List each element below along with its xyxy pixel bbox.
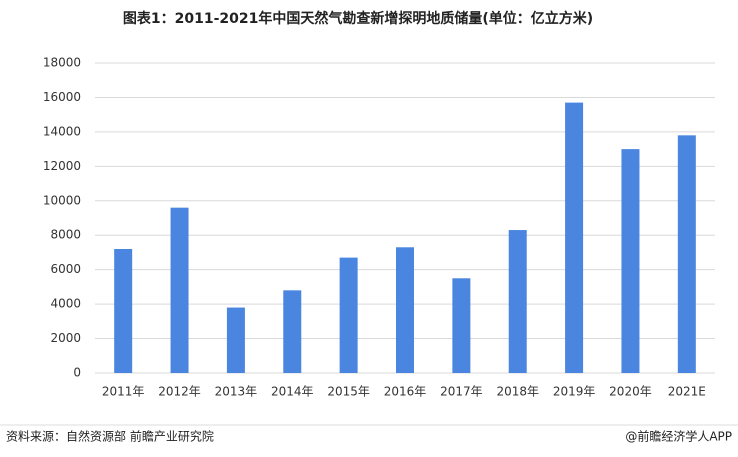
bar <box>621 149 640 373</box>
bar <box>452 278 471 373</box>
chart-title: 图表1：2011-2021年中国天然气勘查新增探明地质储量(单位：亿立方米) <box>123 10 593 27</box>
bar <box>283 290 302 373</box>
x-tick-label: 2015年 <box>327 385 370 399</box>
y-tick-label: 16000 <box>43 90 81 104</box>
y-tick-label: 0 <box>73 366 81 380</box>
x-tick-label: 2012年 <box>158 385 201 399</box>
x-tick-label: 2013年 <box>215 385 258 399</box>
y-tick-label: 18000 <box>43 56 81 70</box>
x-tick-label: 2016年 <box>384 385 427 399</box>
x-tick-label: 2020年 <box>609 385 652 399</box>
x-tick-label: 2011年 <box>102 385 145 399</box>
bar <box>565 102 584 373</box>
bar <box>339 257 358 373</box>
x-tick-label: 2019年 <box>553 385 596 399</box>
y-tick-label: 6000 <box>50 262 81 276</box>
bar <box>170 207 189 373</box>
x-tick-label: 2018年 <box>496 385 539 399</box>
source: 资料来源：自然资源部 前瞻产业研究院 <box>6 429 214 444</box>
y-tick-label: 14000 <box>43 124 81 138</box>
x-tick-label: 2014年 <box>271 385 314 399</box>
y-tick-label: 12000 <box>43 159 81 173</box>
bar <box>114 249 133 373</box>
x-tick-label: 2017年 <box>440 385 483 399</box>
bar <box>226 307 245 373</box>
credit: @前瞻经济学人APP <box>625 429 732 444</box>
y-tick-label: 4000 <box>50 297 81 311</box>
bar <box>508 230 527 373</box>
y-tick-label: 8000 <box>50 228 81 242</box>
x-tick-label: 2021E <box>668 385 706 399</box>
bar <box>677 135 696 373</box>
bar <box>396 247 414 373</box>
y-tick-label: 10000 <box>43 193 81 207</box>
y-tick-label: 2000 <box>50 331 81 345</box>
